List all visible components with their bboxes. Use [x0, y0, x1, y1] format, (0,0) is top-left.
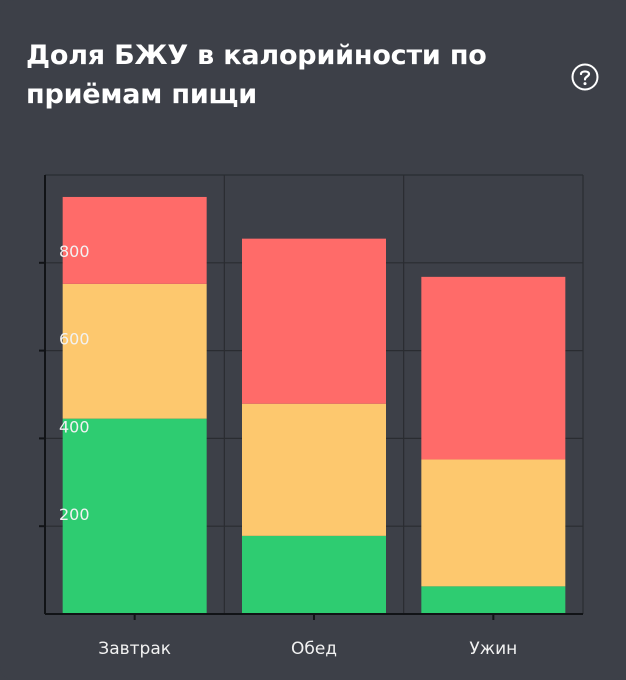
y-tick-label: 800	[59, 242, 90, 261]
bar-segment	[242, 238, 386, 404]
bar-segment	[62, 196, 207, 284]
bar-segment	[421, 586, 566, 614]
card-title: Доля БЖУ в калорийности по приёмам пищи	[26, 40, 487, 110]
bar-segment	[242, 535, 386, 614]
y-tick-label: 400	[59, 417, 90, 436]
bar-segment	[242, 403, 386, 536]
bar-segment	[421, 276, 566, 460]
bar-segment	[62, 418, 207, 614]
y-tick-label: 200	[59, 505, 90, 524]
y-tick-label: 600	[59, 330, 90, 349]
bar-segment	[421, 459, 566, 587]
x-tick-label: Ужин	[469, 639, 517, 659]
x-tick-label: Завтрак	[98, 639, 171, 659]
question-circle-icon[interactable]	[570, 62, 600, 92]
x-tick-label: Обед	[291, 639, 337, 659]
bar-segment	[62, 283, 207, 419]
